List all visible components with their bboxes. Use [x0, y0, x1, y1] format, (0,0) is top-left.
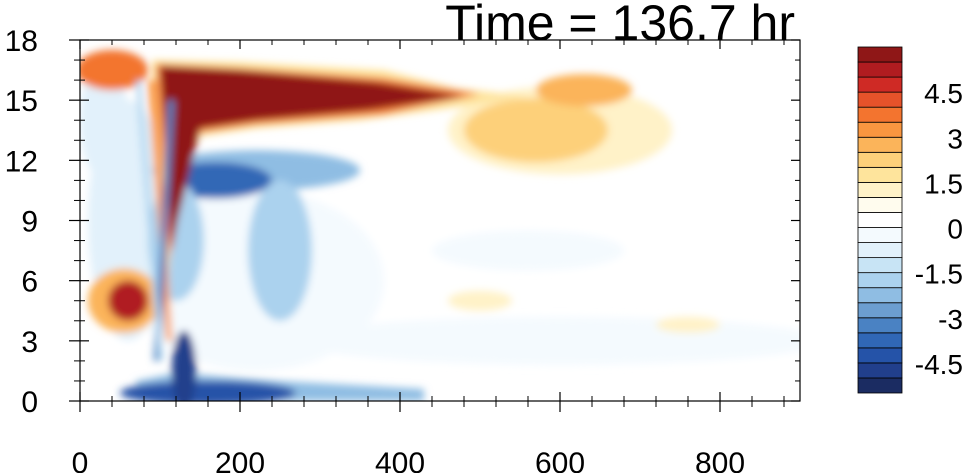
colorbar-swatch	[857, 362, 903, 379]
y-tick-label: 15	[5, 85, 38, 118]
heatmap-field	[80, 40, 800, 401]
colorbar-swatch	[857, 317, 903, 334]
colorbar-swatch	[857, 287, 903, 304]
colorbar-label: -1.5	[915, 259, 963, 290]
colorbar-swatch	[857, 272, 903, 289]
colorbar-swatch	[857, 181, 903, 198]
warm-tail-inner	[464, 98, 608, 163]
colorbar-swatch	[857, 212, 903, 228]
y-tick-label: 12	[5, 145, 38, 178]
colorbar-swatch	[857, 76, 903, 93]
cold-layer-weak	[296, 316, 800, 365]
warm-patch	[448, 290, 512, 311]
x-tick-label: 400	[375, 447, 425, 473]
x-tick-label: 800	[695, 447, 745, 473]
colorbar-swatch	[857, 151, 903, 168]
colorbar-label: 3	[947, 123, 963, 154]
colorbar-swatch	[857, 227, 903, 243]
cold-patch	[432, 230, 624, 271]
colorbar-label: 0	[947, 214, 963, 245]
x-tick-label: 200	[215, 447, 265, 473]
lower-cold-stem	[172, 330, 196, 401]
colorbar-swatch	[857, 166, 903, 183]
chart-title: Time = 136.7 hr	[445, 0, 795, 51]
y-tick-label: 9	[21, 206, 38, 239]
left-warm-core	[108, 280, 148, 321]
colorbar-label: 4.5	[924, 78, 963, 109]
colorbar-swatch	[857, 106, 903, 123]
cold-column	[248, 180, 312, 321]
cold-streak	[136, 80, 164, 361]
colorbar-swatch	[857, 302, 903, 319]
warm-patch	[656, 316, 720, 333]
top-left-warm	[80, 50, 148, 91]
colorbar-swatch	[857, 121, 903, 138]
colorbar-swatch	[857, 257, 903, 274]
warm-streak	[148, 80, 172, 341]
colorbar-swatch	[857, 46, 903, 63]
x-tick-label: 600	[535, 447, 585, 473]
lower-cold-core	[120, 380, 296, 401]
colorbar-swatch	[857, 332, 903, 349]
warm-tail-core	[536, 74, 632, 107]
colorbar-label: 1.5	[924, 168, 963, 199]
cold-streak	[153, 100, 175, 361]
colorbar-swatch	[857, 242, 903, 259]
colorbar-label: -4.5	[915, 349, 963, 380]
colorbar-swatch	[857, 91, 903, 108]
colorbar-swatch	[857, 197, 903, 213]
colorbar: 4.5 3 1.5 0 -1.5 -3 -4.5	[857, 46, 963, 394]
axes: 0 200 400 600 800 0 3 6 9 12 15 18	[5, 25, 800, 473]
y-tick-label: 0	[21, 386, 38, 419]
cold-patch	[80, 60, 128, 181]
colorbar-swatch	[857, 136, 903, 153]
y-tick-label: 6	[21, 266, 38, 299]
colorbar-label: -3	[938, 304, 963, 335]
x-tick-label: 0	[72, 447, 89, 473]
colorbar-swatch	[857, 347, 903, 364]
y-tick-label: 18	[5, 25, 38, 58]
colorbar-swatch	[857, 377, 903, 394]
warm-plume-core	[160, 66, 464, 251]
colorbar-swatch	[857, 61, 903, 78]
y-tick-label: 3	[21, 326, 38, 359]
